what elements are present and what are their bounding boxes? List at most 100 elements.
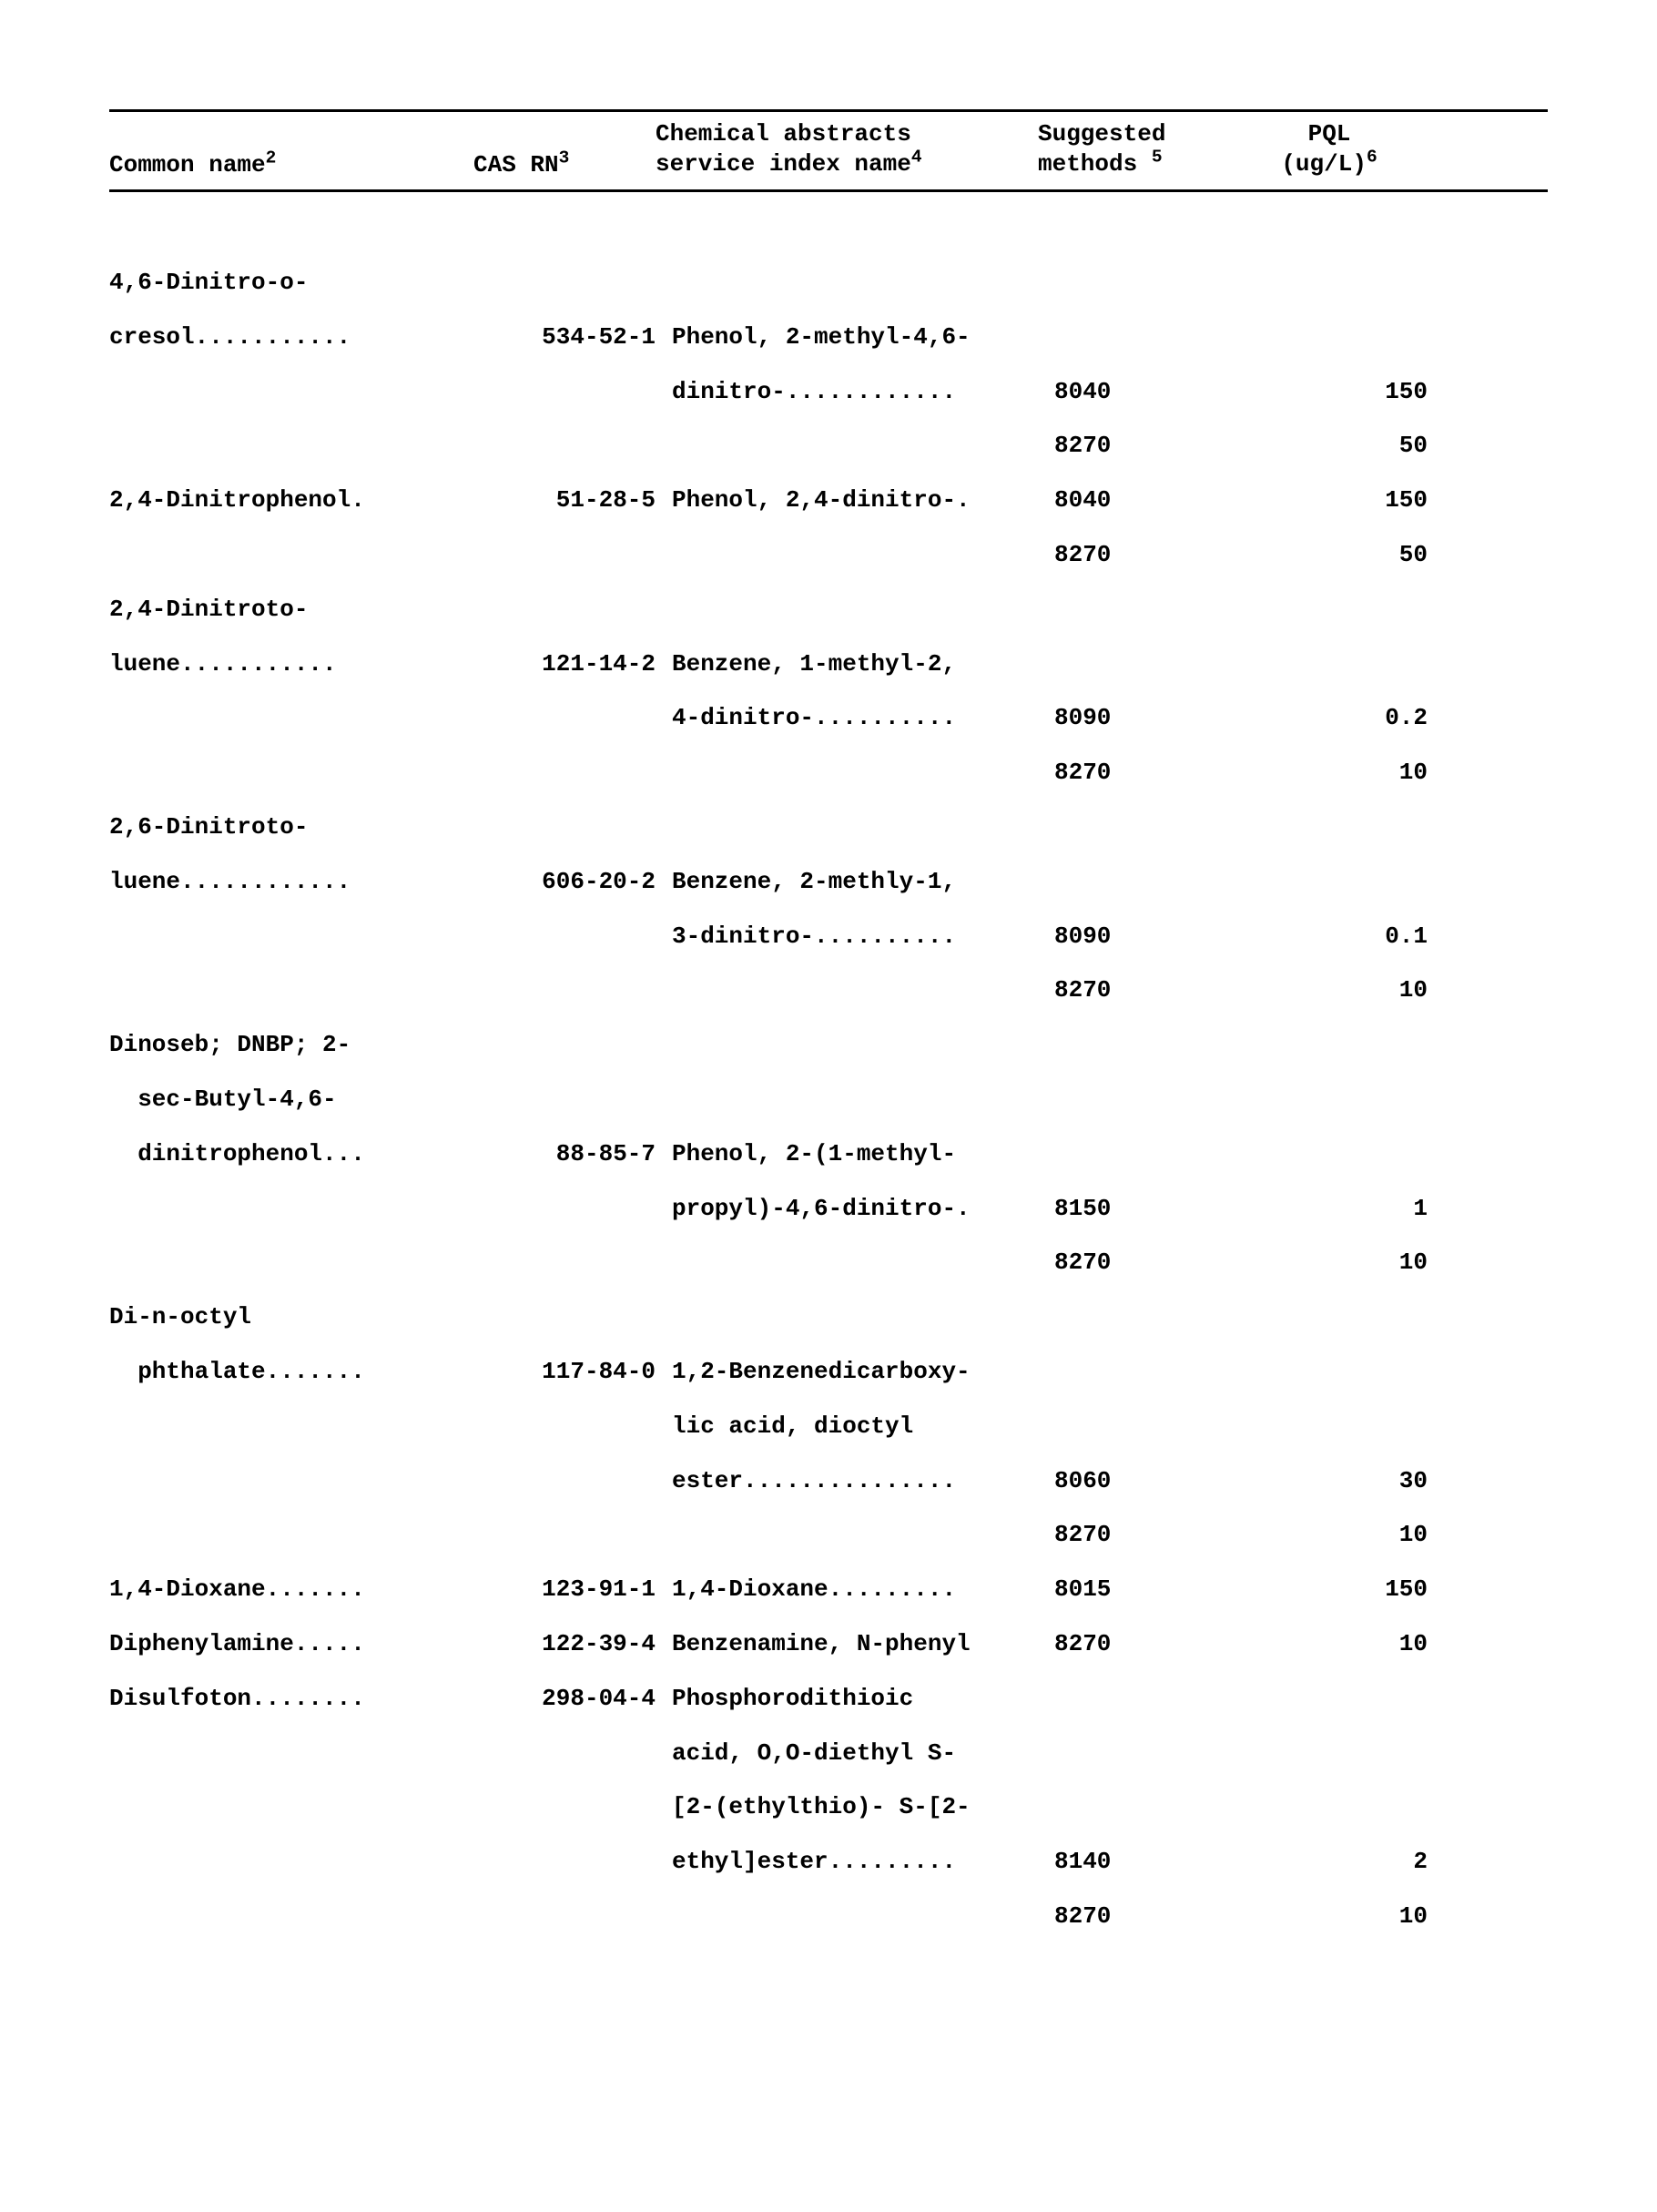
cell-method: 8090 <box>1045 691 1264 746</box>
cell-common-name: dinitrophenol... <box>109 1127 473 1182</box>
cell-common-name: luene........... <box>109 637 473 692</box>
cell-chem-abs: 3-dinitro-.......... <box>672 910 1045 964</box>
cell-cas-rn: 123-91-1 <box>473 1563 672 1617</box>
header-suggested-l2: methods <box>1038 150 1137 178</box>
table-row: lic acid, dioctyl <box>109 1400 1548 1454</box>
header-pql-l1: PQL <box>1247 119 1411 149</box>
cell-chem-abs: lic acid, dioctyl <box>672 1400 1045 1454</box>
cell-chem-abs: Phenol, 2,4-dinitro-. <box>672 474 1045 528</box>
cell-cas-rn: 51-28-5 <box>473 474 672 528</box>
table-row: 827010 <box>109 1890 1548 1944</box>
header-cas-rn-text: CAS RN <box>473 151 559 178</box>
table-row: luene...........121-14-2Benzene, 1-methy… <box>109 637 1548 692</box>
table-row: luene............606-20-2Benzene, 2-meth… <box>109 855 1548 910</box>
header-common-name-sup: 2 <box>266 148 277 168</box>
table-row: 827010 <box>109 1508 1548 1563</box>
cell-chem-abs: Phosphorodithioic <box>672 1672 1045 1727</box>
cell-common-name: 2,4-Dinitroto- <box>109 583 473 637</box>
cell-pql: 150 <box>1264 1563 1428 1617</box>
header-suggested-sup: 5 <box>1152 147 1163 167</box>
header-common-name: Common name2 <box>109 151 473 178</box>
table-row: propyl)-4,6-dinitro-.81501 <box>109 1182 1548 1237</box>
cell-method: 8270 <box>1045 963 1264 1018</box>
cell-pql: 0.1 <box>1264 910 1428 964</box>
cell-pql: 10 <box>1264 1236 1428 1290</box>
table-row: ester...............806030 <box>109 1454 1548 1509</box>
header-pql: PQL (ug/L)6 <box>1247 119 1411 178</box>
cell-chem-abs: Phenol, 2-(1-methyl- <box>672 1127 1045 1182</box>
cell-common-name: 2,4-Dinitrophenol. <box>109 474 473 528</box>
table-row: acid, O,O-diethyl S- <box>109 1727 1548 1781</box>
cell-common-name: 4,6-Dinitro-o- <box>109 256 473 311</box>
cell-chem-abs: propyl)-4,6-dinitro-. <box>672 1182 1045 1237</box>
cell-common-name: cresol........... <box>109 311 473 365</box>
table-row: Dinoseb; DNBP; 2- <box>109 1018 1548 1073</box>
table-row: ethyl]ester.........81402 <box>109 1835 1548 1890</box>
header-cas-rn-sup: 3 <box>559 148 570 168</box>
cell-pql: 2 <box>1264 1835 1428 1890</box>
cell-chem-abs: dinitro-............ <box>672 365 1045 420</box>
page: Common name2 CAS RN3 Chemical abstracts … <box>109 109 1548 1944</box>
table-row: 2,6-Dinitroto- <box>109 800 1548 855</box>
table-row: 1,4-Dioxane.......123-91-11,4-Dioxane...… <box>109 1563 1548 1617</box>
table-row: dinitro-............8040150 <box>109 365 1548 420</box>
cell-chem-abs: Benzenamine, N-phenyl <box>672 1617 1045 1672</box>
header-chem-abs-sup: 4 <box>911 147 922 167</box>
table-row: 827010 <box>109 746 1548 800</box>
cell-method: 8270 <box>1045 1617 1264 1672</box>
table-row: phthalate.......117-84-01,2-Benzenedicar… <box>109 1345 1548 1400</box>
cell-method: 8040 <box>1045 474 1264 528</box>
table-row: 2,4-Dinitroto- <box>109 583 1548 637</box>
table-row: 2,4-Dinitrophenol.51-28-5Phenol, 2,4-din… <box>109 474 1548 528</box>
cell-pql: 10 <box>1264 1890 1428 1944</box>
header-common-name-text: Common name <box>109 151 266 178</box>
cell-pql: 10 <box>1264 963 1428 1018</box>
cell-pql: 0.2 <box>1264 691 1428 746</box>
cell-method: 8140 <box>1045 1835 1264 1890</box>
cell-common-name: Dinoseb; DNBP; 2- <box>109 1018 473 1073</box>
cell-common-name: Disulfoton........ <box>109 1672 473 1727</box>
table-row: sec-Butyl-4,6- <box>109 1073 1548 1127</box>
cell-method: 8270 <box>1045 1508 1264 1563</box>
table-row: dinitrophenol...88-85-7Phenol, 2-(1-meth… <box>109 1127 1548 1182</box>
cell-chem-abs: Phenol, 2-methyl-4,6- <box>672 311 1045 365</box>
cell-pql: 150 <box>1264 474 1428 528</box>
cell-chem-abs: acid, O,O-diethyl S- <box>672 1727 1045 1781</box>
table-header: Common name2 CAS RN3 Chemical abstracts … <box>109 112 1548 189</box>
cell-pql: 10 <box>1264 746 1428 800</box>
table-row: 3-dinitro-..........80900.1 <box>109 910 1548 964</box>
table-row: 827010 <box>109 1236 1548 1290</box>
cell-pql: 10 <box>1264 1508 1428 1563</box>
table-row: 827010 <box>109 963 1548 1018</box>
cell-common-name: sec-Butyl-4,6- <box>109 1073 473 1127</box>
cell-method: 8270 <box>1045 419 1264 474</box>
cell-chem-abs: ethyl]ester......... <box>672 1835 1045 1890</box>
cell-common-name: 1,4-Dioxane....... <box>109 1563 473 1617</box>
cell-cas-rn: 117-84-0 <box>473 1345 672 1400</box>
table-row: Diphenylamine.....122-39-4Benzenamine, N… <box>109 1617 1548 1672</box>
cell-common-name: phthalate....... <box>109 1345 473 1400</box>
cell-chem-abs: Benzene, 2-methly-1, <box>672 855 1045 910</box>
cell-cas-rn: 121-14-2 <box>473 637 672 692</box>
cell-pql: 50 <box>1264 419 1428 474</box>
cell-pql: 30 <box>1264 1454 1428 1509</box>
cell-pql: 10 <box>1264 1617 1428 1672</box>
cell-cas-rn: 298-04-4 <box>473 1672 672 1727</box>
cell-cas-rn: 122-39-4 <box>473 1617 672 1672</box>
table-row: Disulfoton........298-04-4Phosphorodithi… <box>109 1672 1548 1727</box>
cell-chem-abs: 4-dinitro-.......... <box>672 691 1045 746</box>
cell-common-name: Di-n-octyl <box>109 1290 473 1345</box>
cell-pql: 50 <box>1264 528 1428 583</box>
cell-method: 8270 <box>1045 528 1264 583</box>
table-row: 827050 <box>109 528 1548 583</box>
header-pql-l2: (ug/L) <box>1281 150 1367 178</box>
cell-method: 8150 <box>1045 1182 1264 1237</box>
cell-method: 8090 <box>1045 910 1264 964</box>
header-chem-abs-l1: Chemical abstracts <box>656 119 1029 149</box>
cell-chem-abs: 1,2-Benzenedicarboxy- <box>672 1345 1045 1400</box>
cell-cas-rn: 606-20-2 <box>473 855 672 910</box>
table-row: 4-dinitro-..........80900.2 <box>109 691 1548 746</box>
cell-cas-rn: 534-52-1 <box>473 311 672 365</box>
header-suggested-l1: Suggested <box>1038 119 1247 149</box>
table-row: 4,6-Dinitro-o- <box>109 256 1548 311</box>
